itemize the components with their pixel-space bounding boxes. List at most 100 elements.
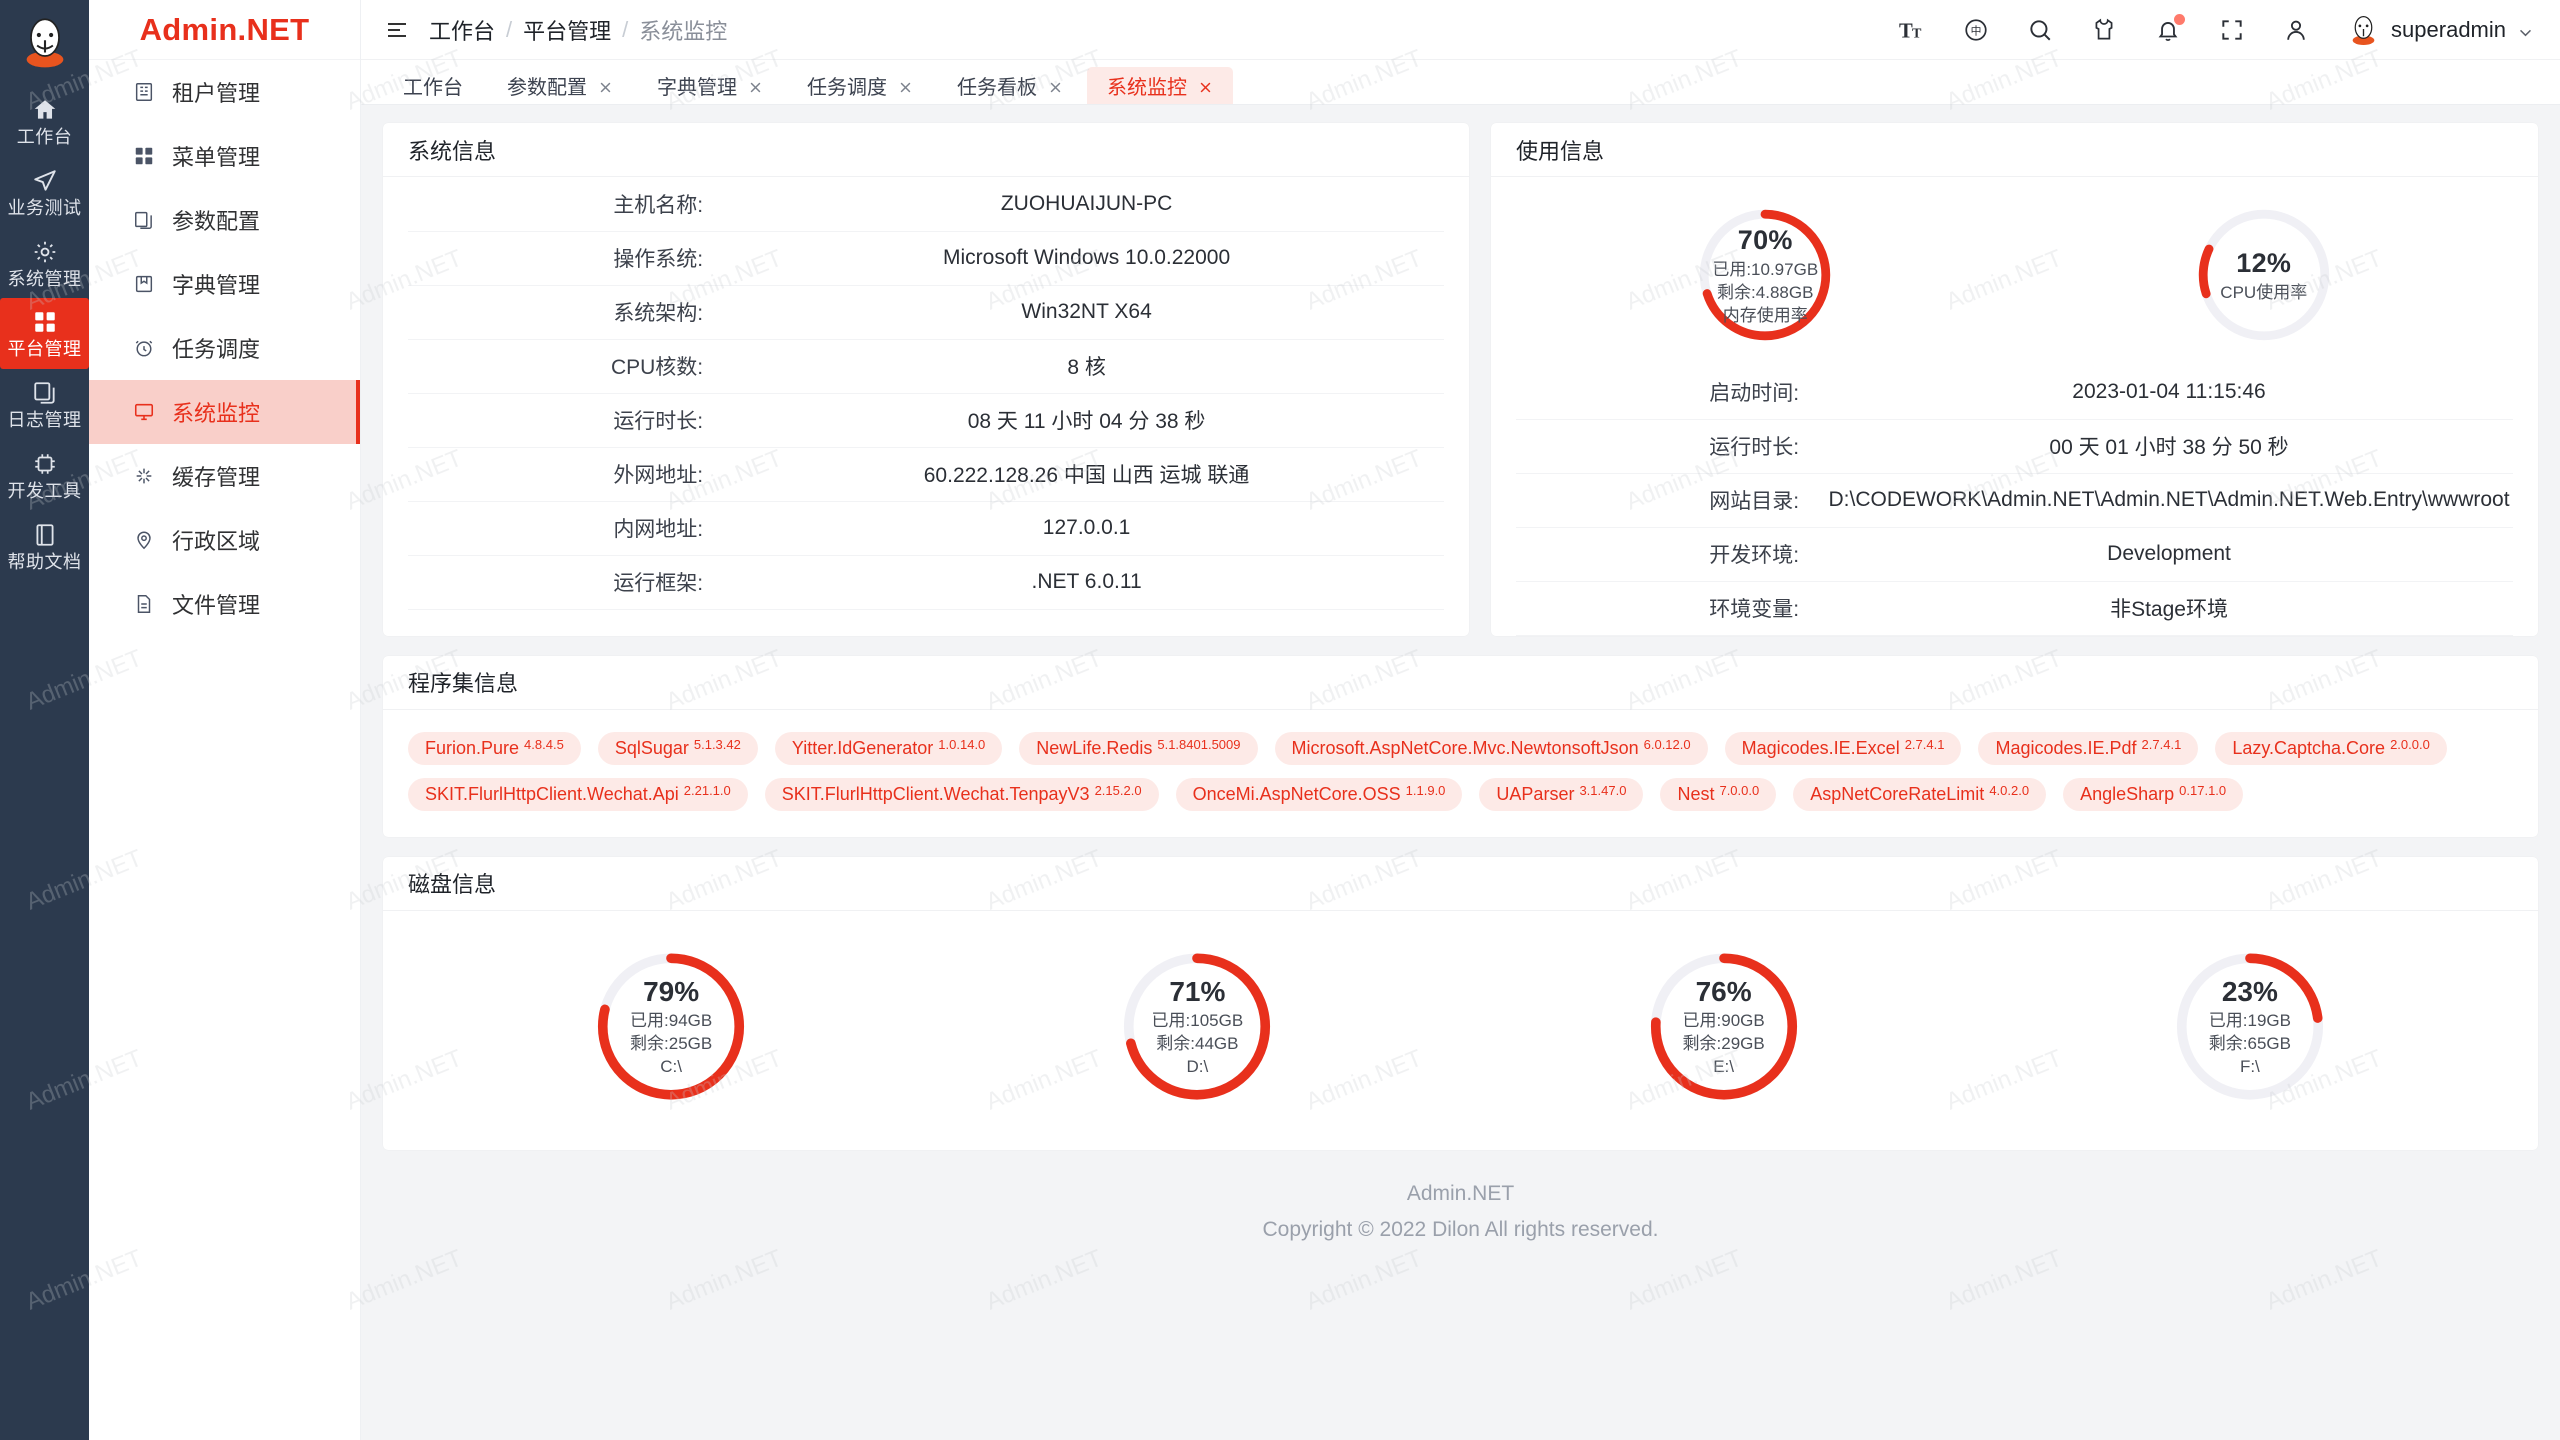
assembly-tag: SqlSugar 5.1.3.42 — [597, 731, 758, 765]
sparkle-icon — [133, 465, 155, 487]
rail-item-工作台[interactable]: 工作台 — [0, 86, 89, 157]
row-key: 开发环境: — [1516, 527, 1826, 582]
assembly-tags-body: Furion.Pure 4.8.4.5 SqlSugar 5.1.3.42 Yi… — [383, 710, 2538, 837]
table-row: 网站目录: D:\CODEWORK\Admin.NET\Admin.NET\Ad… — [1516, 473, 2513, 528]
assembly-version: 3.1.47.0 — [1579, 782, 1627, 798]
language-icon[interactable]: 中 — [1963, 17, 1989, 43]
gauge-text: 23% 已用:19GB 剩余:65GB F:\ — [2209, 973, 2291, 1080]
assembly-name: Lazy.Captcha.Core — [2232, 737, 2386, 758]
assembly-tag: NewLife.Redis 5.1.8401.5009 — [1019, 731, 1258, 765]
tab-工作台[interactable]: 工作台 — [383, 67, 483, 104]
gauge-text: 12% CPU使用率 — [2220, 245, 2307, 304]
close-icon[interactable] — [598, 78, 613, 93]
book-icon — [32, 522, 58, 548]
assembly-name: AspNetCoreRateLimit — [1810, 783, 1985, 804]
menu-fold-icon[interactable] — [385, 18, 409, 42]
assembly-version: 1.0.14.0 — [938, 736, 986, 752]
sidebar-item-行政区域[interactable]: 行政区域 — [89, 508, 360, 572]
tab-任务调度[interactable]: 任务调度 — [787, 67, 933, 104]
row-value: 08 天 11 小时 04 分 38 秒 — [729, 393, 1444, 448]
breadcrumb: 工作台 / 平台管理 / 系统监控 — [429, 14, 727, 46]
gauge-text: 76% 已用:90GB 剩余:29GB E:\ — [1683, 973, 1765, 1080]
tab-参数配置[interactable]: 参数配置 — [487, 67, 633, 104]
sidebar-item-系统监控[interactable]: 系统监控 — [89, 380, 360, 444]
sidebar-item-文件管理[interactable]: 文件管理 — [89, 572, 360, 636]
tab-label: 系统监控 — [1107, 77, 1187, 99]
rail-item-系统管理[interactable]: 系统管理 — [0, 228, 89, 299]
gauge-percent: 70% — [1737, 225, 1793, 256]
sidebar-item-租户管理[interactable]: 租户管理 — [89, 60, 360, 124]
assembly-tag: Magicodes.IE.Pdf 2.7.4.1 — [1978, 731, 2199, 765]
close-icon[interactable] — [748, 78, 763, 93]
rail-item-帮助文档[interactable]: 帮助文档 — [0, 511, 89, 582]
assembly-version: 2.7.4.1 — [2141, 736, 2182, 752]
row-value: 8 核 — [729, 339, 1444, 394]
close-icon[interactable] — [898, 78, 913, 93]
row-key: 启动时间: — [1516, 365, 1826, 420]
assembly-name: NewLife.Redis — [1036, 737, 1153, 758]
fullscreen-icon[interactable] — [2219, 17, 2245, 43]
row-value: 非Stage环境 — [1825, 581, 2513, 636]
system-info-card: 系统信息 主机名称: ZUOHUAIJUN-PC 操作系统: Microsoft… — [383, 123, 1469, 636]
avatar — [2347, 13, 2381, 46]
row-key: 主机名称: — [408, 177, 730, 232]
close-icon[interactable] — [1198, 78, 1213, 93]
gauge-line: 已用:105GB — [1151, 1011, 1244, 1031]
alarm-icon — [133, 337, 155, 359]
user-icon[interactable] — [2283, 17, 2309, 43]
tab-任务看板[interactable]: 任务看板 — [937, 67, 1083, 104]
row-value: ZUOHUAIJUN-PC — [729, 177, 1444, 232]
row-value: .NET 6.0.11 — [729, 555, 1444, 610]
theme-icon[interactable] — [2091, 17, 2117, 43]
rail-item-业务测试[interactable]: 业务测试 — [0, 157, 89, 228]
row-value: D:\CODEWORK\Admin.NET\Admin.NET\Admin.NE… — [1825, 473, 2513, 528]
rail-item-日志管理[interactable]: 日志管理 — [0, 369, 89, 440]
gauge-line: C:\ — [660, 1057, 682, 1077]
assembly-name: OnceMi.AspNetCore.OSS — [1192, 783, 1401, 804]
font-size-icon[interactable]: T T — [1899, 17, 1925, 43]
gauge-line: 已用:90GB — [1682, 1011, 1765, 1031]
tab-系统监控[interactable]: 系统监控 — [1087, 67, 1233, 104]
rail-item-平台管理[interactable]: 平台管理 — [0, 298, 89, 370]
assembly-name: Microsoft.AspNetCore.Mvc.NewtonsoftJson — [1291, 737, 1639, 758]
row-key: 系统架构: — [408, 285, 730, 340]
assembly-tag: Yitter.IdGenerator 1.0.14.0 — [774, 731, 1003, 765]
assembly-version: 5.1.8401.5009 — [1157, 736, 1241, 752]
search-icon[interactable] — [2027, 17, 2053, 43]
table-row: 系统架构: Win32NT X64 — [408, 285, 1444, 340]
sidebar-item-缓存管理[interactable]: 缓存管理 — [89, 444, 360, 508]
notification-bell-icon[interactable] — [2155, 13, 2186, 43]
svg-text:T: T — [1912, 25, 1922, 41]
assembly-name: AngleSharp — [2080, 783, 2175, 804]
gauge-line: 剩余:4.88GB — [1717, 282, 1814, 302]
sidebar-item-任务调度[interactable]: 任务调度 — [89, 316, 360, 380]
user-menu[interactable]: superadmin — [2347, 13, 2534, 46]
breadcrumb-item-1[interactable]: 平台管理 — [523, 18, 612, 44]
row-value: Win32NT X64 — [729, 285, 1444, 340]
table-row: CPU核数: 8 核 — [408, 339, 1444, 394]
usage-gauges: 70% 已用:10.97GB 剩余:4.88GB 内存使用率 — [1516, 177, 2513, 365]
sidebar-item-菜单管理[interactable]: 菜单管理 — [89, 124, 360, 188]
app-logo-icon — [17, 14, 73, 70]
gauge-percent: 12% — [2236, 248, 2292, 279]
close-icon[interactable] — [1048, 78, 1063, 93]
book-icon — [133, 273, 155, 295]
table-row: 启动时间: 2023-01-04 11:15:46 — [1516, 365, 2513, 420]
footer-copyright: Copyright © 2022 Dilon All rights reserv… — [1262, 1218, 1659, 1242]
sidebar-item-参数配置[interactable]: 参数配置 — [89, 188, 360, 252]
assembly-name: Nest — [1677, 783, 1715, 804]
tab-字典管理[interactable]: 字典管理 — [637, 67, 783, 104]
row-key: 操作系统: — [408, 231, 730, 286]
rail-label: 系统管理 — [7, 268, 82, 289]
table-row: 运行时长: 00 天 01 小时 38 分 50 秒 — [1516, 419, 2513, 474]
rail-label: 平台管理 — [7, 339, 82, 360]
breadcrumb-item-0[interactable]: 工作台 — [429, 18, 496, 44]
row-key: 运行时长: — [1516, 419, 1826, 474]
rail-item-开发工具[interactable]: 开发工具 — [0, 440, 89, 511]
sidebar-item-label: 文件管理 — [172, 593, 261, 618]
svg-text:中: 中 — [1971, 24, 1982, 37]
gauge-line: 已用:19GB — [2208, 1011, 2291, 1031]
secondary-sidebar: Admin.NET 租户管理 菜单管理 参数配置 — [89, 0, 361, 1440]
username-label: superadmin — [2391, 16, 2506, 42]
sidebar-item-字典管理[interactable]: 字典管理 — [89, 252, 360, 316]
